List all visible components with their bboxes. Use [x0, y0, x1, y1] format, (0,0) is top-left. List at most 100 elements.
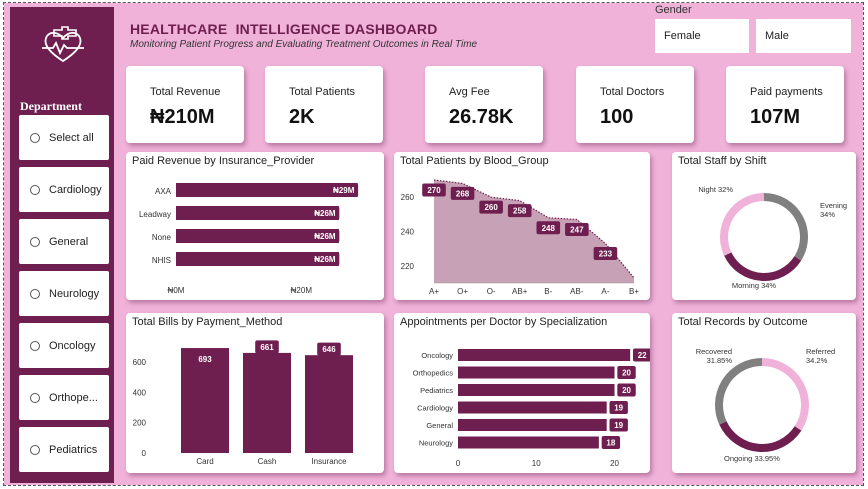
kpi-label: Avg Fee [449, 86, 490, 98]
x-tick-label: O+ [457, 287, 468, 296]
radio-icon[interactable] [30, 340, 40, 351]
x-tick-label: A- [601, 287, 609, 296]
chart-records-by-outcome: Referred 34.2% Ongoing 33.95% Recovered 31.8… [672, 313, 856, 473]
data-label-bg [617, 366, 636, 379]
gender-female-button[interactable]: Female [655, 19, 749, 53]
radio-icon[interactable] [30, 132, 40, 143]
bar [458, 419, 607, 431]
department-option-6[interactable]: Pediatrics [19, 427, 109, 472]
data-label: 19 [614, 421, 623, 430]
department-option-label: Oncology [49, 339, 96, 352]
department-sidebar: Department Select all Cardiology General Ne… [10, 7, 114, 483]
data-label: 258 [513, 207, 527, 216]
data-label-bg [317, 342, 341, 356]
y-tick-label: 240 [401, 228, 415, 237]
x-tick-label: 10 [532, 459, 541, 468]
x-tick-label: O- [487, 287, 496, 296]
kpi-value: ₦210M [150, 106, 215, 128]
kpi-label: Paid payments [750, 86, 823, 98]
data-label-bg [593, 247, 618, 261]
chart-title: Total Patients by Blood_Group [400, 155, 549, 167]
x-tick-label: 20 [610, 459, 619, 468]
data-label: 233 [599, 250, 613, 259]
x-tick-label: AB- [570, 287, 584, 296]
department-option-label: Pediatrics [49, 443, 98, 456]
donut-slice [720, 193, 765, 256]
gender-male-button[interactable]: Male [756, 19, 851, 53]
y-tick-label: 200 [133, 419, 147, 428]
kpi-total-doctors: Total Doctors 100 [576, 66, 694, 143]
category-label: Neurology [419, 439, 453, 448]
bar [458, 436, 599, 449]
kpi-value: 100 [600, 106, 634, 128]
bar [243, 352, 291, 453]
data-label-bg [422, 183, 446, 197]
category-label: Cardiology [417, 404, 453, 413]
department-option-5[interactable]: Orthope... [19, 375, 109, 420]
slice-label: Recovered [696, 347, 732, 356]
data-label: 20 [622, 386, 631, 395]
x-tick-label: ₦20M [291, 286, 313, 295]
x-tick-label: B+ [629, 287, 639, 296]
kpi-paid-payments: Paid payments 107M [726, 66, 844, 143]
data-label-bg [329, 183, 359, 197]
department-option-1[interactable]: Cardiology [19, 167, 109, 212]
data-label: ₦26M [314, 232, 336, 241]
data-label-bg [536, 221, 561, 235]
category-label: AXA [155, 187, 172, 196]
radio-icon[interactable] [30, 236, 40, 247]
data-label: 247 [570, 225, 584, 234]
category-label: None [152, 233, 172, 242]
department-option-label: Neurology [49, 287, 100, 300]
data-label: 661 [260, 343, 274, 352]
department-option-4[interactable]: Oncology [19, 323, 109, 368]
data-label-bg [193, 352, 217, 366]
category-label: NHIS [152, 256, 171, 265]
department-option-2[interactable]: General [19, 219, 109, 264]
kpi-label: Total Revenue [150, 86, 221, 98]
department-option-label: Cardiology [49, 183, 102, 196]
data-label-bg [310, 252, 340, 266]
donut-slice [715, 358, 763, 425]
x-tick-label: B- [544, 287, 552, 296]
data-label: ₦26M [314, 209, 336, 218]
radio-icon[interactable] [30, 288, 40, 299]
data-label: 270 [427, 186, 441, 195]
chart-staff-by-shift: Evening 34% Morning 34% Night 32% Total Sta… [672, 152, 856, 300]
data-label: 248 [542, 224, 556, 233]
bar [458, 366, 615, 379]
data-label: 18 [606, 439, 615, 448]
data-label: ₦29M [333, 186, 355, 195]
data-label: 20 [622, 369, 631, 378]
radio-icon[interactable] [30, 444, 40, 455]
department-option-0[interactable]: Select all [19, 115, 109, 160]
category-label: Pediatrics [420, 386, 453, 395]
department-option-label: Select all [49, 131, 94, 144]
data-label: 268 [456, 189, 470, 198]
x-tick-label: AB+ [512, 287, 528, 296]
slice-label: 31.85% [707, 356, 733, 365]
bar [305, 355, 353, 453]
data-label-bg [565, 222, 589, 236]
x-tick-label: Card [196, 457, 213, 466]
data-label-bg [609, 401, 628, 414]
y-tick-label: 260 [401, 193, 415, 202]
chart-appointments-by-specialization: Oncology 22 Orthopedics 20 Pediatrics 20 Cardi… [394, 313, 650, 473]
bar [458, 384, 615, 396]
radio-icon[interactable] [30, 184, 40, 195]
kpi-label: Total Patients [289, 86, 356, 98]
chart-revenue-by-insurance: AXA ₦29M Leadway ₦26M None ₦26M NHIS ₦26M ₦0M ₦20… [126, 152, 384, 300]
dashboard-title: HEALTHCARE INTELLIGENCE DASHBOARD [130, 21, 438, 37]
medical-heart-cross-icon [42, 26, 84, 63]
kpi-avg-fee: Avg Fee 26.78K [425, 66, 543, 143]
slice-label: 34% [820, 210, 835, 219]
bar [176, 252, 339, 266]
donut-slice [761, 358, 809, 431]
department-title: Department [20, 99, 82, 113]
data-label: 260 [484, 203, 498, 212]
x-tick-label: A+ [429, 287, 439, 296]
data-label: 19 [614, 404, 623, 413]
radio-icon[interactable] [30, 392, 40, 403]
department-option-3[interactable]: Neurology [19, 271, 109, 316]
donut-slice [763, 193, 808, 261]
